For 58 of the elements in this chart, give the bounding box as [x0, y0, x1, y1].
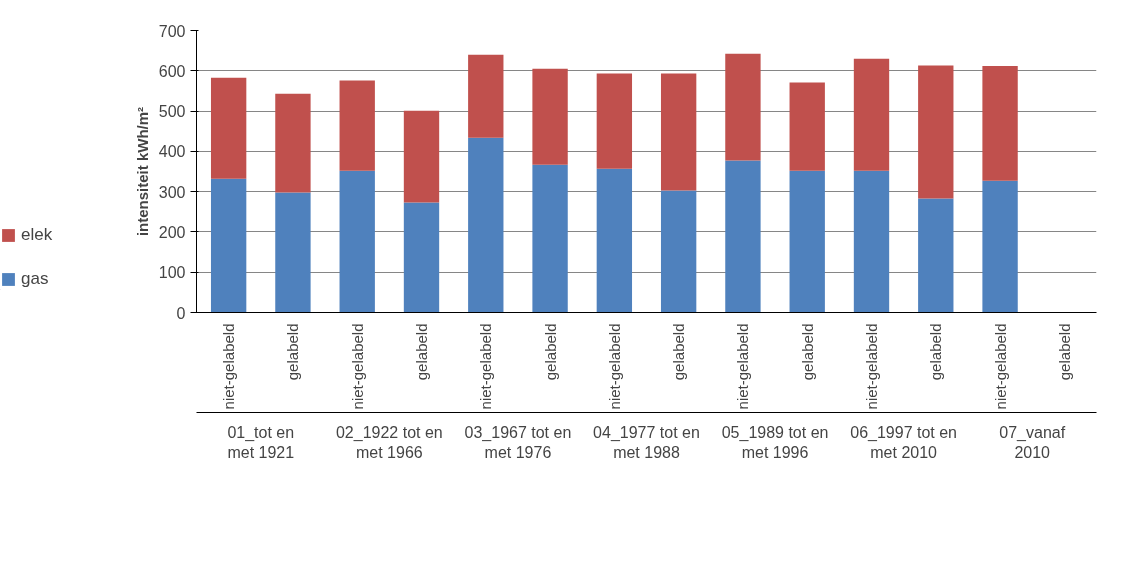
bar: [725, 53, 761, 161]
bar: [275, 93, 311, 193]
bar: [210, 178, 247, 313]
bar: [660, 73, 697, 191]
y-tick-label: 700: [158, 22, 186, 40]
x-tick-label: gelabeld: [1055, 323, 1073, 381]
bar: [725, 160, 761, 313]
x-tick-label: gelabeld: [541, 323, 559, 381]
text: 05_1989 tot en met 1996: [721, 423, 829, 461]
bar: [789, 170, 825, 313]
x-tick-label: niet-gelabeld: [220, 323, 238, 410]
text: 06_1997 tot en met 2010: [850, 423, 958, 461]
bar: [403, 202, 440, 313]
y-tick-label: 300: [158, 183, 186, 201]
y-tick-label: 100: [158, 264, 186, 282]
text: 02_1922 tot en met 1966: [335, 423, 443, 461]
x-tick-label: niet-gelabeld: [348, 323, 366, 410]
bar: [339, 80, 375, 171]
x-tick-label: niet-gelabeld: [477, 323, 495, 410]
bar: [403, 110, 440, 203]
text: 04_1977 tot en met 1988: [593, 423, 700, 461]
y-tick-label: 0: [176, 304, 186, 322]
bar: [596, 73, 633, 169]
x-tick-label: gelabeld: [927, 323, 945, 381]
bar: [275, 192, 311, 313]
bar: [789, 82, 825, 171]
x-tick-label: gelabeld: [413, 323, 430, 381]
text: 07_vanaf 2010: [999, 423, 1066, 461]
legend-label: elek: [21, 225, 53, 245]
x-tick-label: niet-gelabeld: [991, 323, 1009, 410]
bar: [918, 65, 954, 199]
text: 03_1967 tot en met 1976: [464, 423, 572, 461]
bar: [210, 77, 247, 179]
bar: [532, 164, 568, 313]
text: 01_tot en met 1921: [227, 423, 295, 461]
bar: [853, 58, 890, 171]
x-tick-label: gelabeld: [670, 323, 688, 381]
y-axis-title: intensiteit kWh/m²: [133, 106, 151, 237]
bar: [468, 54, 504, 138]
x-tick-label: gelabeld: [284, 323, 302, 381]
bar: [982, 180, 1018, 313]
y-tick-label: 200: [158, 223, 186, 241]
bar: [596, 168, 633, 313]
x-tick-label: gelabeld: [798, 323, 816, 381]
bar: [918, 198, 954, 313]
legend-label: gas: [21, 269, 49, 289]
x-tick-label: niet-gelabeld: [605, 323, 623, 410]
y-tick-label: 400: [158, 143, 186, 161]
bar: [853, 170, 890, 313]
bar: [660, 190, 697, 313]
x-tick-label: niet-gelabeld: [734, 323, 752, 410]
y-tick-label: 600: [158, 62, 186, 80]
bar: [468, 137, 504, 313]
bar: [982, 65, 1018, 181]
bar: [532, 68, 568, 165]
y-tick-label: 500: [158, 103, 186, 121]
bar: [339, 170, 375, 313]
x-tick-label: niet-gelabeld: [863, 323, 880, 410]
